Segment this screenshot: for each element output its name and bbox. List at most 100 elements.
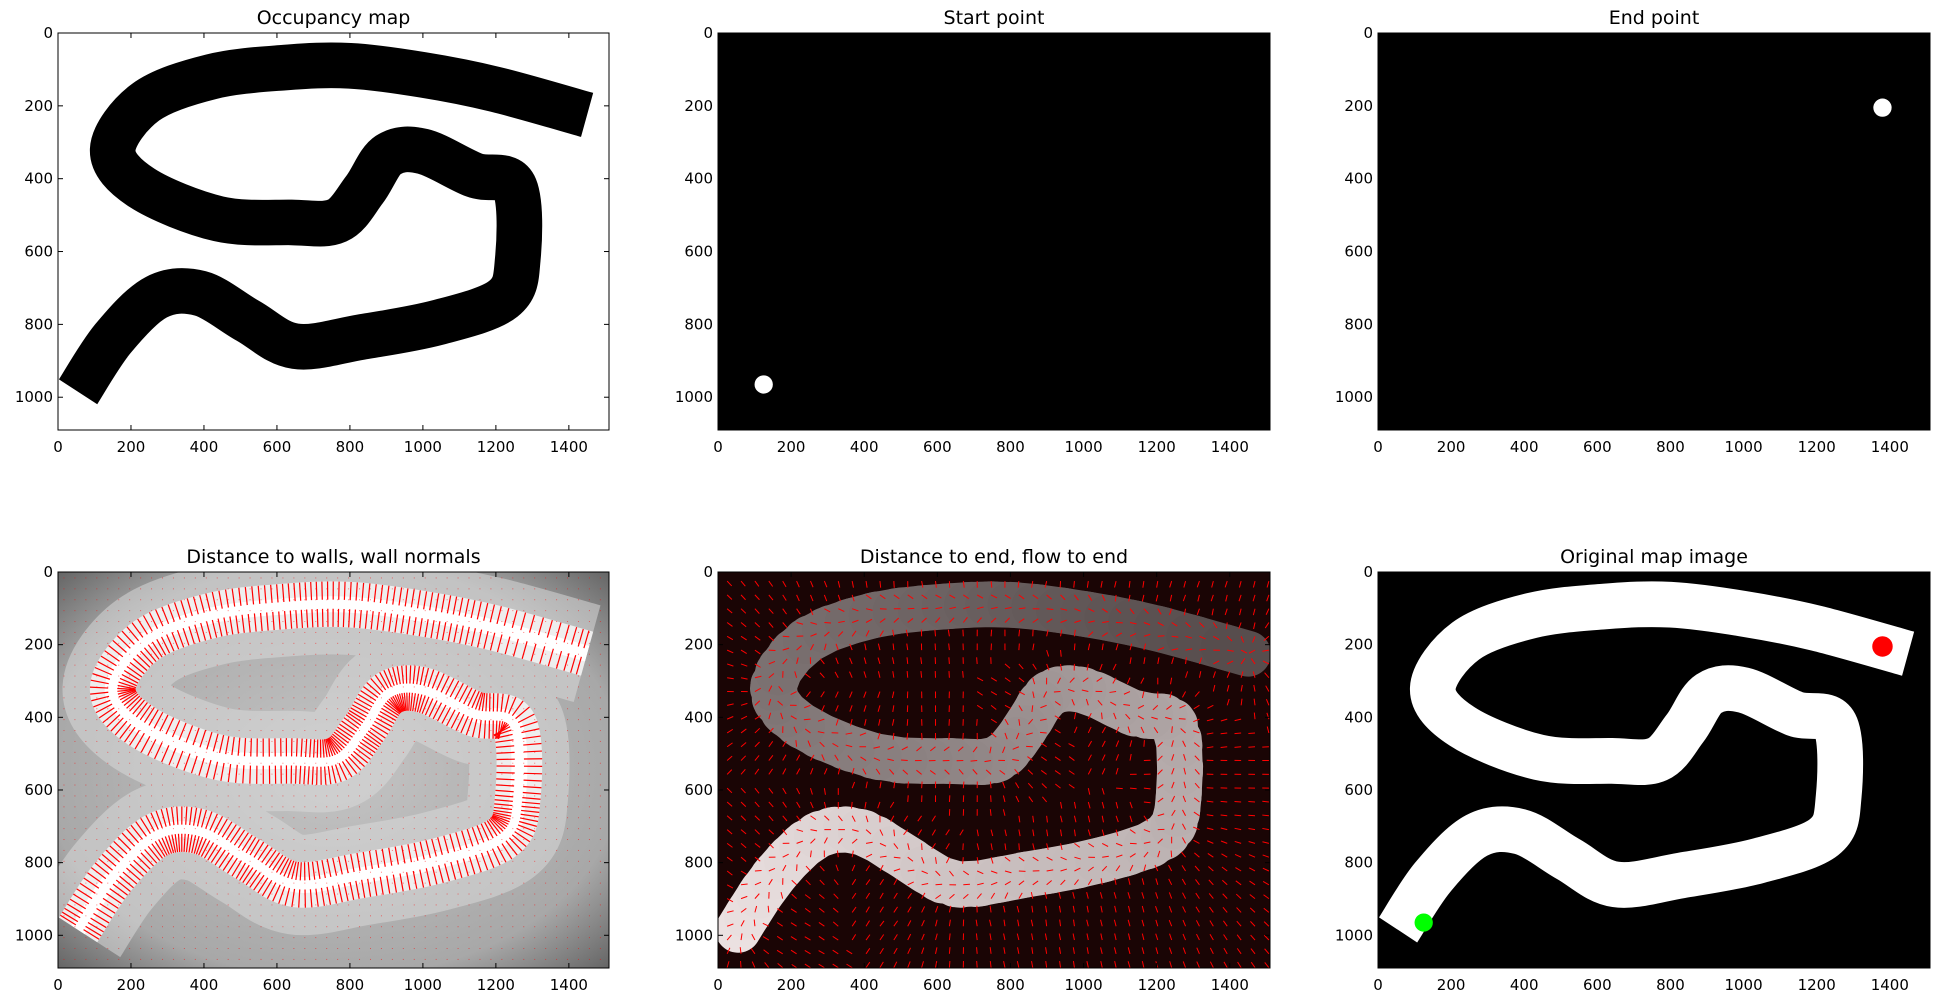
quiver-dot <box>151 817 153 819</box>
flow-arrow <box>1041 796 1048 803</box>
quiver-dot <box>85 664 87 666</box>
flow-arrow <box>1250 934 1256 941</box>
flow-arrow <box>990 881 998 886</box>
flow-arrow <box>1238 594 1242 602</box>
quiver-dot <box>545 719 547 721</box>
quiver-dot <box>479 653 481 655</box>
quiver-dot <box>380 588 382 590</box>
quiver-dot <box>545 817 547 819</box>
flow-arrow <box>823 788 826 795</box>
flow-arrow <box>796 815 801 822</box>
quiver-dot <box>238 621 240 623</box>
quiver-dot <box>315 839 317 841</box>
plot-area <box>718 33 1270 430</box>
flow-arrow <box>1046 843 1049 850</box>
normal-arrow <box>263 585 267 604</box>
quiver-dot <box>391 653 393 655</box>
quiver-dot <box>271 686 273 688</box>
quiver-dot <box>151 849 153 851</box>
quiver-dot <box>74 948 76 950</box>
quiver-dot <box>271 610 273 612</box>
flow-arrow <box>1179 704 1186 709</box>
flow-arrow <box>948 919 951 927</box>
quiver-dot <box>512 719 514 721</box>
quiver-dot <box>282 697 284 699</box>
quiver-dot <box>577 839 579 841</box>
quiver-dot <box>151 839 153 841</box>
quiver-dot <box>567 828 569 830</box>
normal-arrow <box>195 837 204 855</box>
quiver-dot <box>577 828 579 830</box>
normal-arrow <box>200 809 207 828</box>
quiver-dot <box>501 697 503 699</box>
flow-arrow <box>1206 746 1214 749</box>
quiver-dot <box>249 610 251 612</box>
normal-arrow <box>198 838 207 856</box>
flow-arrow <box>754 842 761 848</box>
flow-arrow <box>1262 660 1270 665</box>
quiver-dot <box>183 882 185 884</box>
flow-arrow <box>1207 704 1214 709</box>
flow-arrow <box>879 947 884 955</box>
flow-arrow <box>877 657 881 665</box>
quiver-dot <box>140 937 142 939</box>
normal-arrow <box>496 845 507 863</box>
normal-arrow <box>583 630 590 649</box>
quiver-dot <box>96 751 98 753</box>
quiver-dot <box>545 740 547 742</box>
normal-arrow <box>332 857 338 876</box>
quiver-dot <box>194 871 196 873</box>
quiver-dot <box>567 621 569 623</box>
quiver-dot <box>260 937 262 939</box>
flow-arrow <box>1223 961 1228 968</box>
normal-arrow <box>348 709 365 721</box>
quiver-dot <box>271 697 273 699</box>
quiver-dot <box>446 588 448 590</box>
quiver-dot <box>402 948 404 950</box>
quiver-dot <box>205 926 207 928</box>
flow-arrow <box>1087 788 1091 795</box>
normal-arrow <box>409 692 413 711</box>
normal-arrow <box>515 706 530 720</box>
quiver-dot <box>304 958 306 960</box>
quiver-dot <box>523 642 525 644</box>
quiver-dot <box>129 937 131 939</box>
quiver-dot <box>85 882 87 884</box>
y-tick-label: 1000 <box>1335 926 1373 944</box>
flow-arrow <box>1155 892 1159 899</box>
normal-arrow <box>343 717 360 729</box>
quiver-dot <box>118 675 120 677</box>
normal-arrow <box>327 738 336 756</box>
quiver-dot <box>140 708 142 710</box>
quiver-dot <box>96 653 98 655</box>
flow-arrow <box>1182 740 1187 747</box>
flow-arrow <box>740 728 747 734</box>
flow-arrow <box>949 606 957 610</box>
flow-arrow <box>740 677 748 680</box>
quiver-dot <box>523 751 525 753</box>
quiver-dot <box>63 839 65 841</box>
flow-arrow <box>1250 948 1256 955</box>
normal-arrow <box>306 609 309 628</box>
quiver-dot <box>599 915 601 917</box>
flow-arrow <box>1141 878 1145 885</box>
normal-arrow <box>223 617 228 636</box>
flow-arrow <box>1143 633 1151 637</box>
quiver-dot <box>216 937 218 939</box>
quiver-dot <box>588 708 590 710</box>
quiver-dot <box>282 817 284 819</box>
flow-arrow <box>777 962 784 968</box>
normal-arrow <box>484 821 494 839</box>
flow-arrow <box>1030 892 1034 899</box>
flow-arrow <box>1234 718 1242 722</box>
flow-arrow <box>1197 594 1200 602</box>
quiver-dot <box>315 958 317 960</box>
flow-arrow <box>1018 663 1024 670</box>
flow-arrow <box>929 746 936 752</box>
flow-arrow <box>1209 920 1214 927</box>
flow-arrow <box>821 705 825 712</box>
flow-arrow <box>935 947 938 954</box>
quiver-dot <box>512 610 514 612</box>
quiver-dot <box>446 817 448 819</box>
